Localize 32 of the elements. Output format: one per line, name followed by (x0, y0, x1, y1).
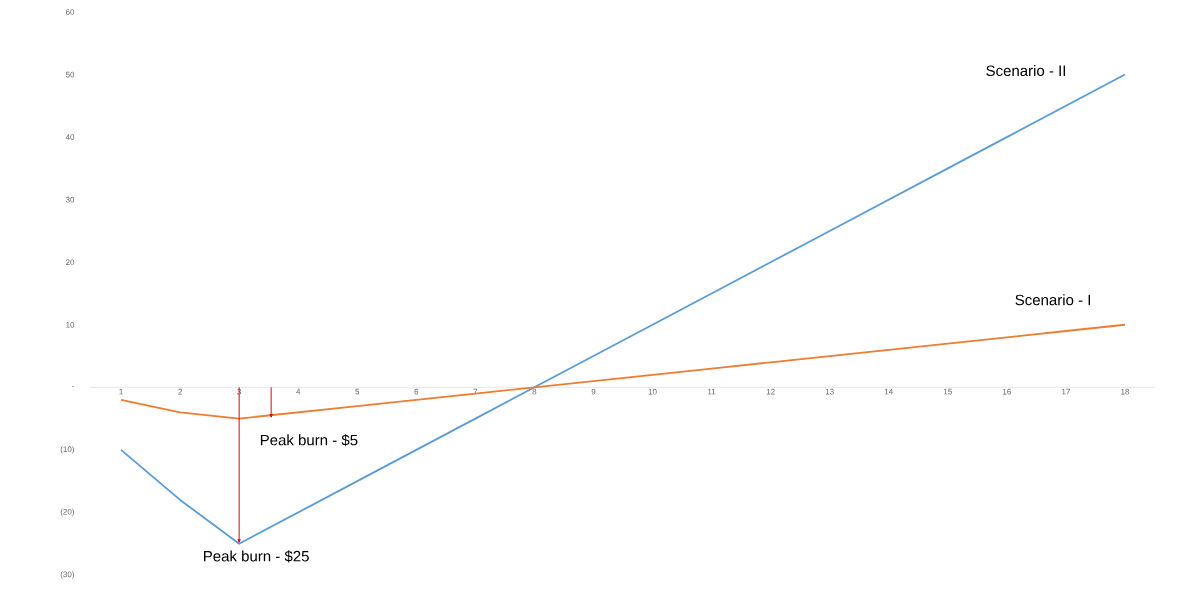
x-tick-label: 10 (648, 388, 657, 395)
x-tick-label: 3 (237, 388, 242, 395)
annotation: Peak burn - $5 (260, 434, 358, 447)
annotation: Peak burn - $25 (204, 550, 309, 563)
x-tick-label: 5 (355, 388, 360, 395)
x-tick-label: 13 (825, 388, 834, 395)
y-tick-label: 60 (65, 9, 75, 15)
series-label: Scenario - I (1015, 294, 1091, 306)
x-tick-label: 6 (414, 388, 419, 395)
y-tick-label: (10) (60, 446, 74, 454)
x-tick-label: 8 (532, 388, 537, 395)
x-tick-label: 17 (1062, 388, 1070, 395)
x-tick-label: 14 (884, 388, 893, 395)
x-tick-label: 12 (766, 388, 775, 395)
x-tick-label: 16 (1003, 388, 1011, 395)
x-tick-label: 4 (296, 388, 301, 395)
y-tick-label: - (72, 386, 75, 387)
x-tick-label: 18 (1121, 388, 1130, 395)
x-tick-label: 15 (943, 388, 952, 395)
x-tick-label: 7 (473, 388, 478, 395)
x-tick-label: 2 (178, 388, 182, 395)
y-tick-label: 40 (65, 134, 75, 140)
y-tick-label: 30 (65, 196, 75, 203)
y-tick-label: 10 (66, 321, 75, 328)
x-tick-label: 11 (708, 388, 716, 395)
x-tick-label: 1 (119, 388, 123, 395)
y-tick-label: (20) (60, 508, 74, 517)
series-label: Scenario - II (986, 65, 1066, 77)
y-tick-label: 20 (65, 259, 75, 266)
x-tick-label: 9 (591, 388, 596, 395)
y-tick-label: 50 (65, 71, 75, 78)
y-tick-label: (30) (60, 571, 74, 579)
